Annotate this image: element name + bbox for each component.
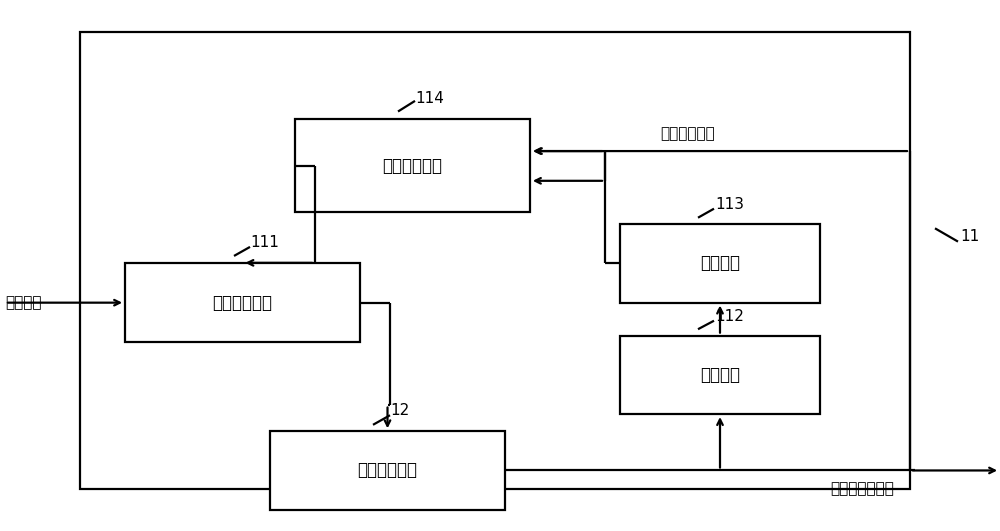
Text: 检波电路: 检波电路	[700, 254, 740, 272]
Bar	[295, 119, 530, 212]
Text: 射频信号: 射频信号	[5, 295, 42, 310]
Text: 积分放大电路: 积分放大电路	[382, 157, 442, 175]
Bar	[80, 32, 910, 489]
Bar	[270, 431, 505, 510]
Bar	[125, 263, 360, 342]
Text: 参考电压信号: 参考电压信号	[660, 126, 715, 141]
Text: 射频衰减电路: 射频衰减电路	[212, 294, 272, 312]
Text: 功率放大电路: 功率放大电路	[358, 461, 418, 479]
Text: 12: 12	[390, 404, 409, 418]
Text: 111: 111	[250, 235, 279, 250]
Text: 耦合电路: 耦合电路	[700, 366, 740, 384]
Text: 11: 11	[960, 229, 979, 244]
Text: 放大后射频信号: 放大后射频信号	[830, 481, 894, 496]
Text: 112: 112	[715, 309, 744, 324]
Text: 114: 114	[415, 91, 444, 106]
Bar	[620, 224, 820, 303]
Bar	[620, 336, 820, 414]
Text: 113: 113	[715, 198, 744, 212]
